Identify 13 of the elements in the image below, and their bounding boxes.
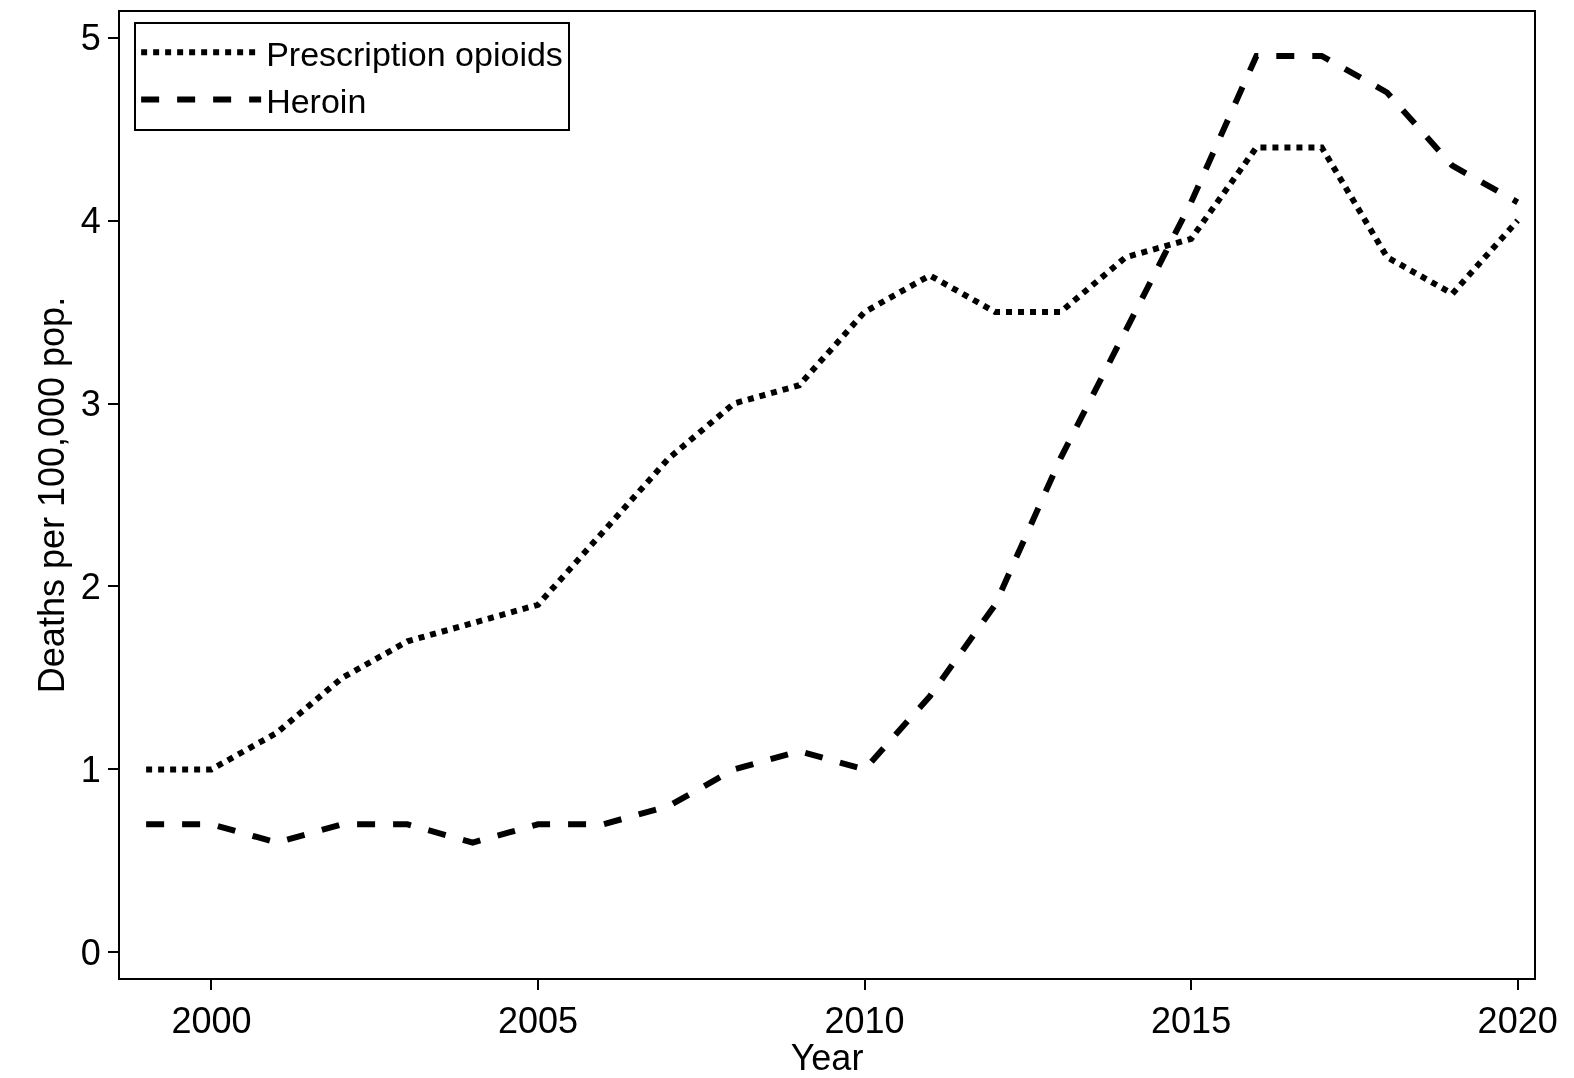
legend-label: Prescription opioids (266, 34, 563, 73)
y-tick-label: 1 (80, 749, 101, 791)
y-tick-label: 5 (80, 17, 101, 59)
x-tick-label: 2000 (171, 1000, 252, 1042)
x-tick-label: 2005 (497, 1000, 579, 1042)
y-tick-label: 3 (80, 383, 101, 425)
y-axis-title: Deaths per 100,000 pop. (31, 296, 73, 694)
y-tick-label: 0 (80, 931, 101, 973)
legend-label: Heroin (266, 81, 367, 120)
x-tick-label: 2015 (1151, 1000, 1232, 1042)
x-tick-label: 2020 (1477, 1000, 1558, 1042)
y-tick-label: 2 (80, 566, 101, 608)
y-tick-label: 4 (80, 200, 101, 242)
